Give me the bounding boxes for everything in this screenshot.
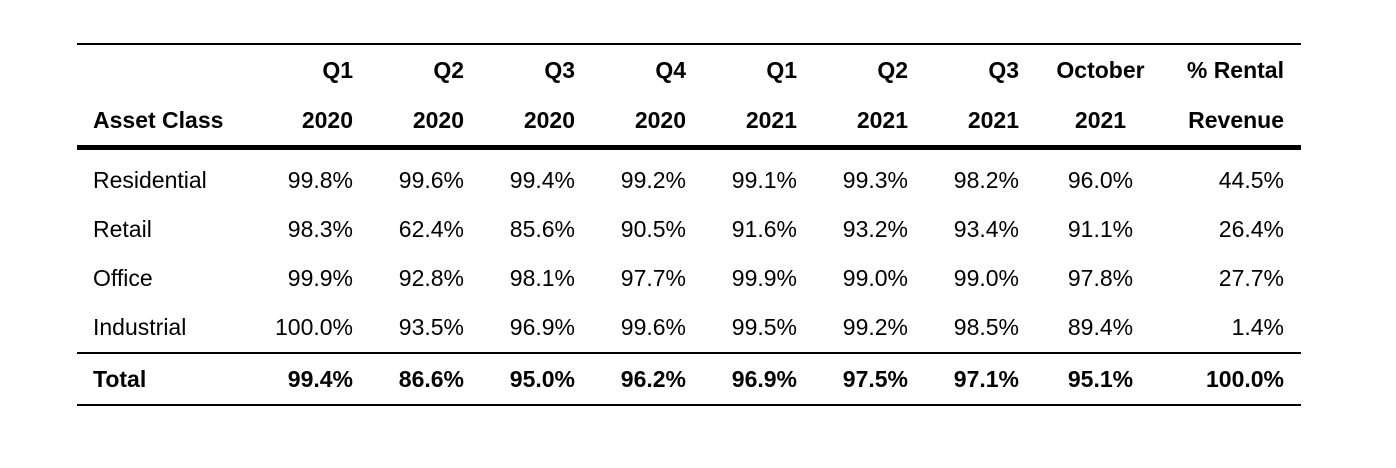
table-cell: 99.2%: [620, 167, 686, 193]
table-cell: 99.9%: [731, 265, 797, 291]
table-cell: 97.1%: [925, 352, 1036, 406]
table-row: Industrial 100.0% 93.5% 96.9% 99.6% 99.5% 99.2…: [77, 303, 1301, 353]
table-cell: 91.1%: [1067, 216, 1134, 242]
header-cell: [77, 43, 257, 95]
table-cell: 95.1%: [1036, 352, 1165, 406]
table-cell: 93.5%: [398, 314, 464, 340]
header-cell: Q4: [592, 43, 703, 95]
table-cell: 85.6%: [509, 216, 575, 242]
header-row-top: Q1 Q2 Q3 Q4 Q1 Q2 Q3 October % Rental: [77, 43, 1301, 95]
table-cell: 96.0%: [1067, 167, 1134, 193]
header-cell: Q3: [481, 43, 592, 95]
table-cell: 98.5%: [953, 314, 1019, 340]
occupancy-table: Q1 Q2 Q3 Q4 Q1 Q2 Q3 October % Rental As…: [77, 43, 1301, 406]
table-cell: 99.6%: [398, 167, 464, 193]
table-cell: 99.1%: [731, 167, 797, 193]
header-cell: Revenue: [1165, 95, 1301, 150]
table-cell: 62.4%: [398, 216, 464, 242]
table-cell: 99.4%: [509, 167, 575, 193]
table-cell: 99.0%: [953, 265, 1019, 291]
table-cell: 96.9%: [703, 352, 814, 406]
table-row: Office 99.9% 92.8% 98.1% 97.7% 99.9% 99.0% 99.0…: [77, 254, 1301, 303]
table-cell: 99.4%: [257, 352, 370, 406]
header-cell: Q1: [257, 43, 370, 95]
table-cell: 26.4%: [1218, 216, 1284, 242]
table-row: Retail 98.3% 62.4% 85.6% 90.5% 91.6% 93.2% 93.4…: [77, 205, 1301, 254]
table-cell: 99.0%: [842, 265, 908, 291]
table-cell: 86.6%: [370, 352, 481, 406]
table-cell: 99.2%: [842, 314, 908, 340]
table-cell: 98.3%: [287, 216, 353, 242]
table-cell: 27.7%: [1218, 265, 1284, 291]
table-cell: 97.7%: [620, 265, 686, 291]
table-body: Residential 99.8% 99.6% 99.4% 99.2% 99.1% 99.3…: [77, 148, 1301, 406]
row-label: Retail: [93, 216, 152, 242]
table-cell: 99.6%: [620, 314, 686, 340]
table-cell: 96.2%: [592, 352, 703, 406]
table-cell: 97.8%: [1067, 265, 1134, 291]
table-cell: 99.9%: [287, 265, 353, 291]
header-cell: 2021: [814, 95, 925, 150]
total-row: Total 99.4% 86.6% 95.0% 96.2% 96.9% 97.5% 97.1%…: [77, 352, 1301, 406]
header-cell: % Rental: [1165, 43, 1301, 95]
header-cell: Q1: [703, 43, 814, 95]
header-cell: 2020: [370, 95, 481, 150]
header-cell: 2020: [481, 95, 592, 150]
table-cell: 90.5%: [620, 216, 686, 242]
header-cell: 2021: [703, 95, 814, 150]
header-cell: Q2: [370, 43, 481, 95]
table-cell: 91.6%: [731, 216, 797, 242]
row-label: Industrial: [93, 314, 187, 340]
occupancy-table-container: Q1 Q2 Q3 Q4 Q1 Q2 Q3 October % Rental As…: [77, 43, 1301, 406]
table-cell: 98.1%: [509, 265, 575, 291]
row-label: Total: [77, 352, 257, 406]
table-cell: 44.5%: [1218, 167, 1284, 193]
header-cell: Q2: [814, 43, 925, 95]
table-cell: 1.4%: [1231, 314, 1284, 340]
table-cell: 96.9%: [509, 314, 575, 340]
header-cell: 2020: [592, 95, 703, 150]
table-cell: 99.5%: [731, 314, 797, 340]
header-cell: 2021: [925, 95, 1036, 150]
table-cell: 100.0%: [1165, 352, 1301, 406]
table-cell: 92.8%: [398, 265, 464, 291]
header-cell: 2021: [1036, 95, 1165, 150]
table-cell: 95.0%: [481, 352, 592, 406]
table-cell: 98.2%: [953, 167, 1019, 193]
table-cell: 97.5%: [814, 352, 925, 406]
table-cell: 99.3%: [842, 167, 908, 193]
header-cell: 2020: [257, 95, 370, 150]
table-cell: 89.4%: [1067, 314, 1134, 340]
table-cell: 93.2%: [842, 216, 908, 242]
table-cell: 100.0%: [274, 314, 353, 340]
table-cell: 93.4%: [953, 216, 1019, 242]
header-cell: Q3: [925, 43, 1036, 95]
table-cell: 99.8%: [287, 167, 353, 193]
header-cell: October: [1036, 43, 1165, 95]
header-row-bottom: Asset Class 2020 2020 2020 2020 2021 202…: [77, 95, 1301, 150]
table-row: Residential 99.8% 99.6% 99.4% 99.2% 99.1% 99.3…: [77, 148, 1301, 206]
row-label: Office: [93, 265, 153, 291]
header-cell-asset-class: Asset Class: [77, 95, 257, 150]
row-label: Residential: [93, 167, 207, 193]
